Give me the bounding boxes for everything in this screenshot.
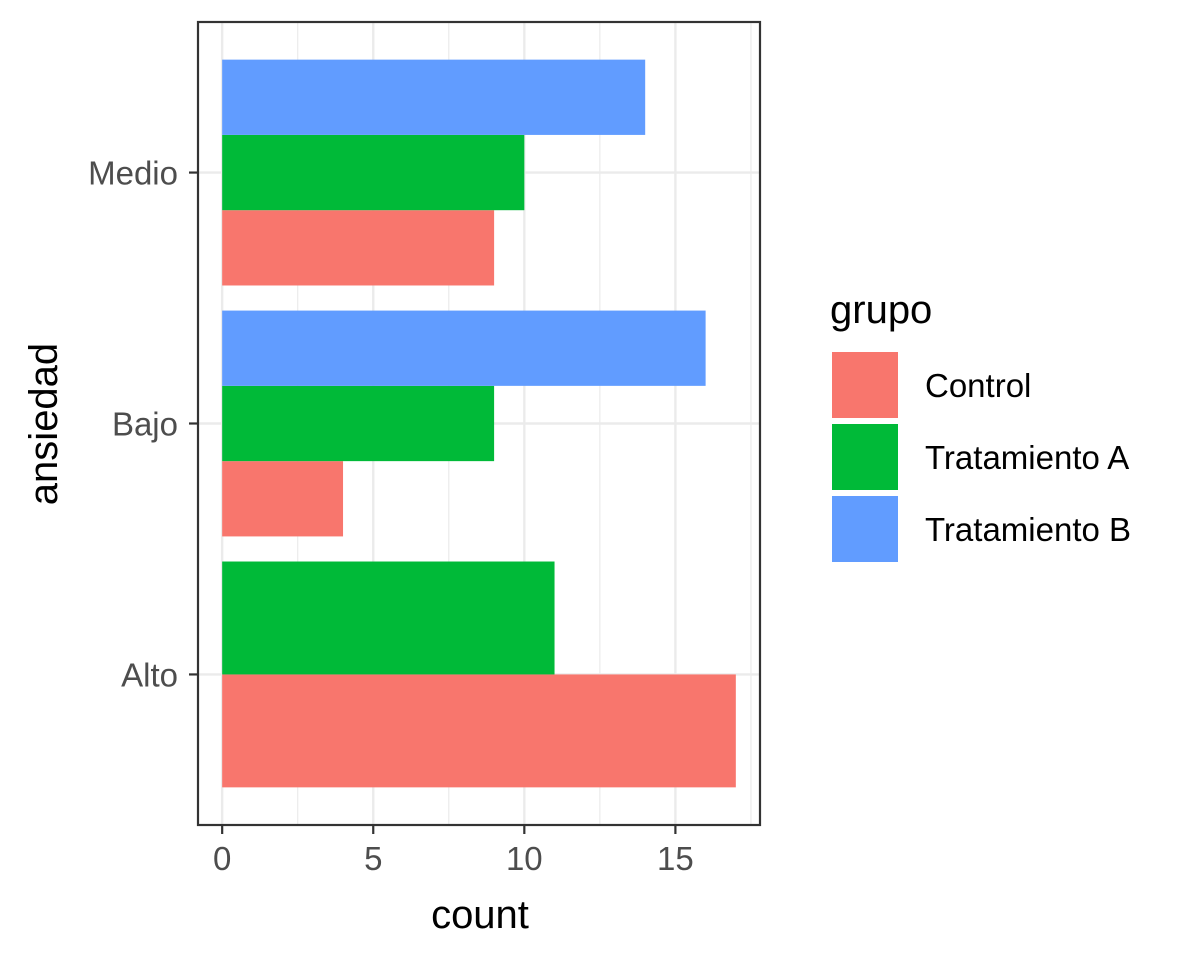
legend-title: grupo <box>830 288 932 332</box>
legend-key-control <box>832 352 898 418</box>
x-tick-label: 10 <box>506 840 543 877</box>
bars <box>222 59 736 788</box>
bar-medio-tratamiento-a <box>222 134 525 211</box>
legend-key-tratamiento-a <box>832 424 898 490</box>
legend-label: Control <box>925 367 1031 404</box>
y-axis-title: ansiedad <box>22 343 66 505</box>
bar-alto-control <box>222 674 736 788</box>
bar-medio-control <box>222 210 495 286</box>
bar-alto-tratamiento-a <box>222 561 555 675</box>
bar-bajo-tratamiento-b <box>222 310 706 386</box>
bar-medio-tratamiento-b <box>222 59 646 135</box>
x-axis: 0 5 10 15 <box>213 825 694 877</box>
legend-label: Tratamiento B <box>925 511 1131 548</box>
legend-key-tratamiento-b <box>832 496 898 562</box>
bar-bajo-control <box>222 461 344 537</box>
y-tick-label: Alto <box>121 656 178 693</box>
x-tick-label: 15 <box>657 840 694 877</box>
y-tick-label: Bajo <box>112 406 178 443</box>
x-axis-title: count <box>431 893 529 937</box>
x-tick-label: 5 <box>364 840 382 877</box>
bar-bajo-tratamiento-a <box>222 385 495 462</box>
x-tick-label: 0 <box>213 840 231 877</box>
y-axis: Alto Bajo Medio <box>88 155 198 693</box>
legend-label: Tratamiento A <box>925 439 1129 476</box>
legend: grupo Control Tratamiento A Tratamiento B <box>830 288 1131 562</box>
y-tick-label: Medio <box>88 155 178 192</box>
